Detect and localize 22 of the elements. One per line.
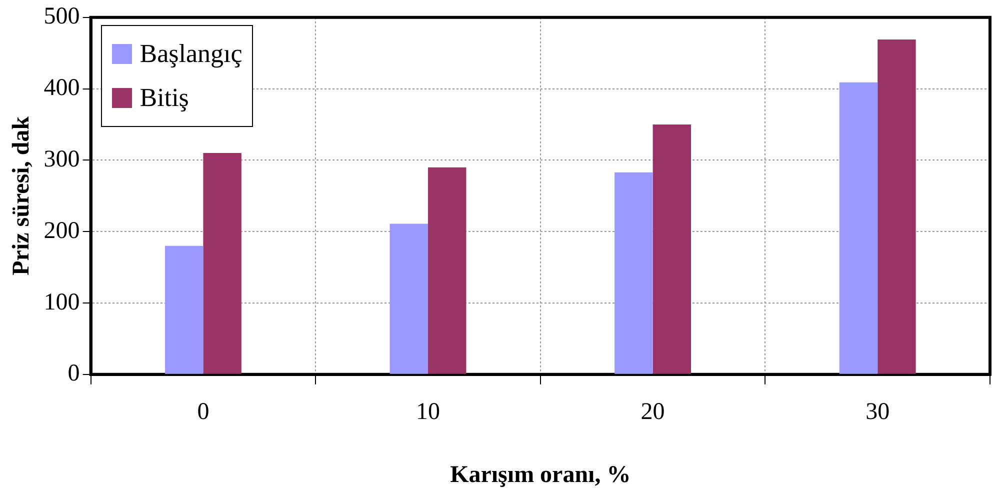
bar [652,124,692,374]
bar [203,153,242,374]
x-tick-label: 20 [640,399,665,426]
bar [390,224,428,374]
legend-label: Bitiş [140,82,189,114]
x-tick-label: 10 [416,399,440,426]
bar [428,167,466,374]
y-tick-label: 100 [44,289,80,316]
legend-label: Başlangıç [140,38,242,70]
y-tick-label: 200 [44,218,80,244]
y-axis-title: Priz süresi, dak [8,116,35,276]
bar [164,246,204,374]
x-tick-label: 0 [197,399,210,426]
y-tick-label: 500 [44,4,80,30]
y-tick-label: 300 [44,146,80,172]
y-tick-label: 0 [68,360,80,387]
bar [878,40,916,374]
y-tick-label: 400 [44,75,80,102]
bar [839,82,878,374]
bar [614,172,653,374]
x-tick-label: 30 [866,399,890,426]
x-axis-title: Karışım oranı, % [450,462,631,488]
